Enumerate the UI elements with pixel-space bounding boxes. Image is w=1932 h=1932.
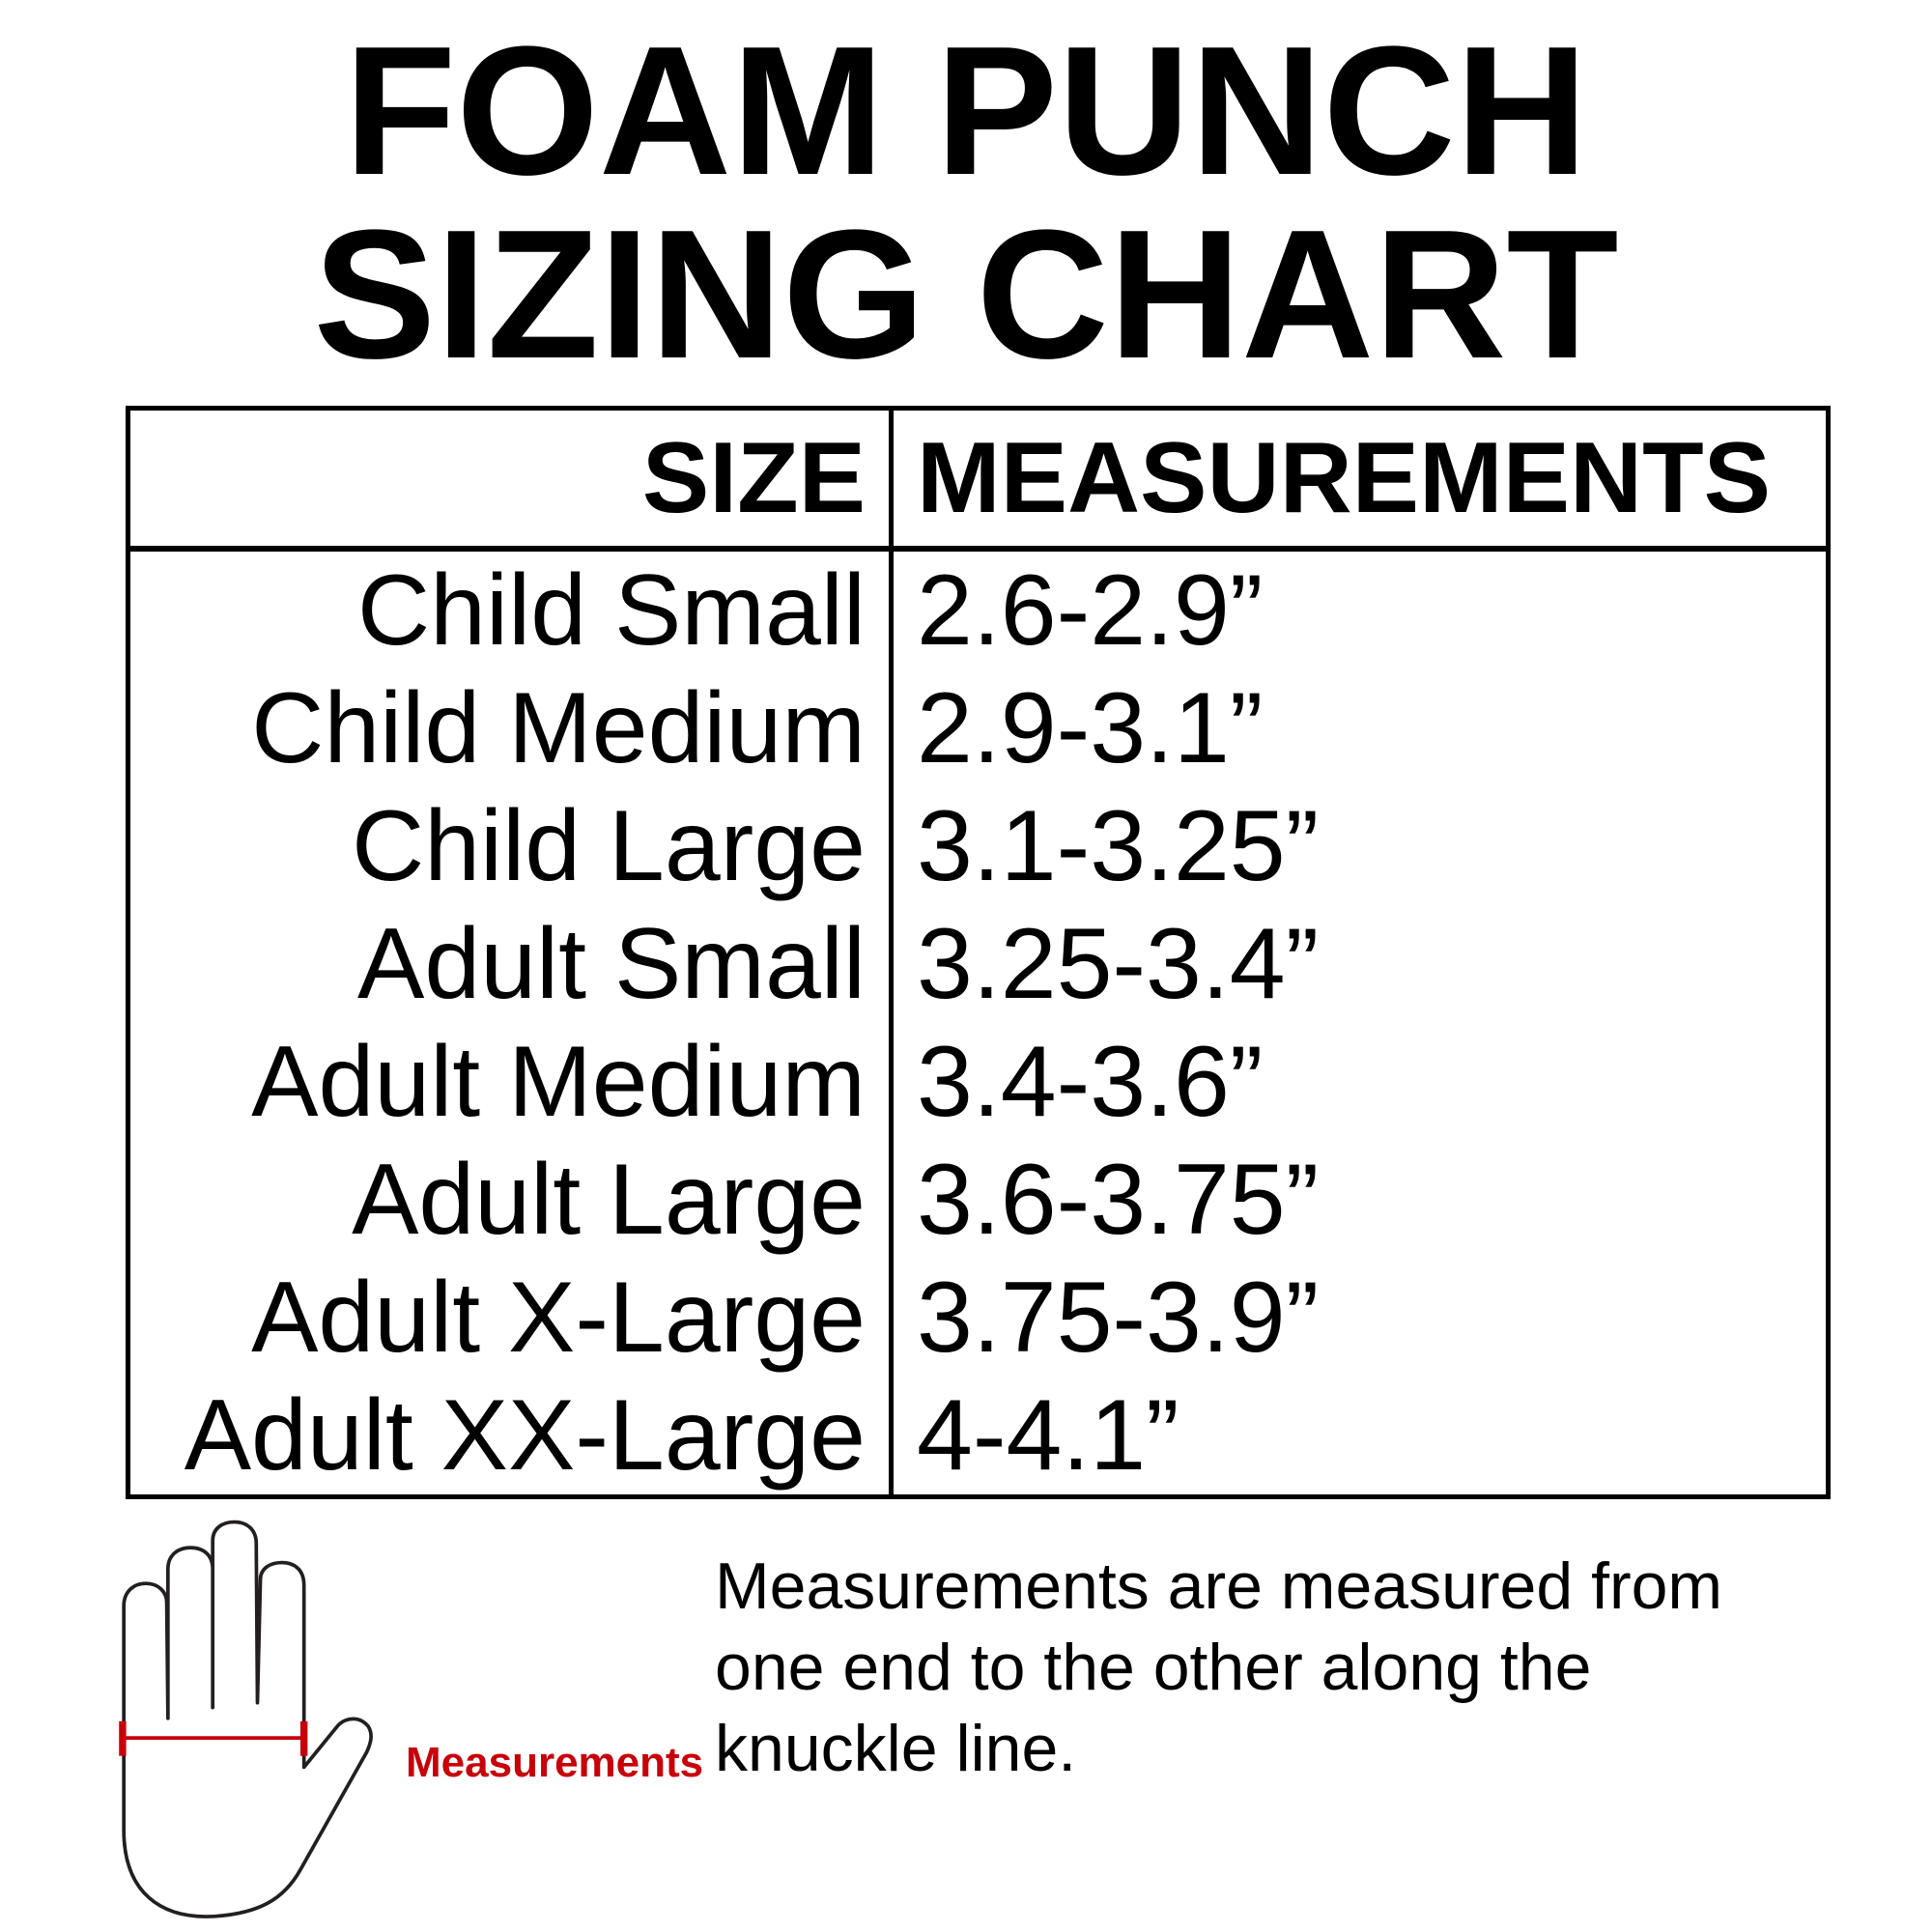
size-cell: Adult Medium [128,1023,894,1141]
size-cell: Child Small [128,549,894,669]
hand-outline-icon [122,1520,373,1918]
header-size: SIZE [128,408,894,552]
size-cell: Child Medium [128,669,894,787]
size-cell: Adult Large [128,1141,894,1259]
measurement-cell: 3.6-3.75” [917,1144,1320,1256]
table-header-row: SIZE MEASUREMENTS [128,408,1829,552]
table-row: Child Small 2.6-2.9” [128,549,1829,669]
table-row: Adult Small 3.25-3.4” [128,905,1829,1023]
size-cell: Adult Small [128,905,894,1023]
size-cell: Adult XX-Large [128,1377,894,1497]
measurement-label: Measurements [406,1739,704,1786]
measurement-cell: 2.9-3.1” [917,672,1264,784]
measurement-cell: 2.6-2.9” [917,554,1264,667]
measurement-cell: 3.75-3.9” [917,1262,1320,1374]
measurement-cell: 3.1-3.25” [917,790,1320,902]
page-title: FOAM PUNCH SIZING CHART [313,9,1619,397]
table-row: Adult XX-Large 4-4.1” [128,1377,1829,1497]
table-row: Child Large 3.1-3.25” [128,787,1829,905]
size-cell: Adult X-Large [128,1259,894,1377]
size-cell: Child Large [128,787,894,905]
table-row: Adult X-Large 3.75-3.9” [128,1259,1829,1377]
table-row: Adult Large 3.6-3.75” [128,1141,1829,1259]
table-row: Child Medium 2.9-3.1” [128,669,1829,787]
measurement-indicator [119,1720,308,1756]
footer-note: Measurements are measured from one end t… [715,1549,1723,1785]
table-row: Adult Medium 3.4-3.6” [128,1023,1829,1141]
measurement-cell: 4-4.1” [917,1379,1179,1492]
measurement-cell: 3.25-3.4” [917,908,1320,1020]
header-measurements: MEASUREMENTS [891,408,1829,552]
measurement-cell: 3.4-3.6” [917,1026,1264,1138]
hand-diagram [119,1520,373,1918]
size-table: SIZE MEASUREMENTS Child Small 2.6-2.9” C… [126,406,1831,1499]
